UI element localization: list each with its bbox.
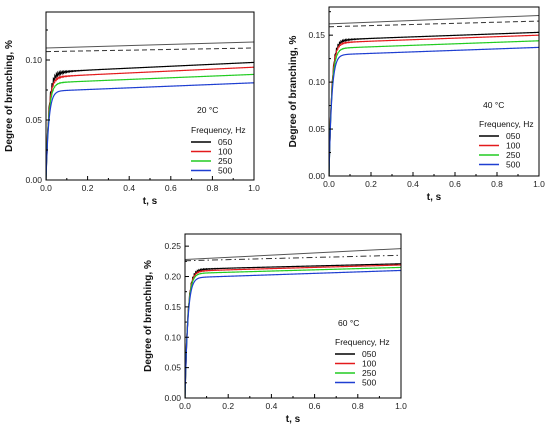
- x-tick-label: 0.2: [365, 179, 377, 189]
- temperature-annotation: 40 °C: [483, 100, 504, 110]
- legend-title: Frequency, Hz: [191, 125, 246, 135]
- x-tick-label: 0.6: [449, 179, 461, 189]
- x-tick-label: 0.0: [40, 183, 52, 193]
- x-axis-label: t, s: [143, 196, 158, 207]
- legend-label-050: 050: [362, 349, 376, 359]
- reference-line-solid: [46, 41, 254, 49]
- y-axis-label: Degree of branching, %: [143, 260, 154, 372]
- legend-label-250: 250: [362, 368, 376, 378]
- x-tick-label: 0.8: [206, 183, 218, 193]
- series-line-100: [185, 264, 401, 398]
- series-line-500: [329, 46, 539, 176]
- series-line-100: [46, 66, 254, 180]
- x-tick-label: 0.0: [179, 401, 191, 411]
- y-tick-label: 0.25: [164, 241, 181, 251]
- y-tick-label: 0.20: [164, 272, 181, 282]
- series-line-050: [329, 31, 539, 176]
- series-line-250: [46, 73, 254, 180]
- x-axis-label: t, s: [286, 414, 301, 425]
- y-tick-label: 0.15: [164, 302, 181, 312]
- legend-label-250: 250: [218, 156, 232, 166]
- series-line-050: [185, 263, 401, 398]
- x-tick-label: 0.4: [407, 179, 419, 189]
- y-tick-label: 0.10: [308, 77, 325, 87]
- x-tick-label: 1.0: [395, 401, 407, 411]
- chart-panel-60c: 0.0 0.2 0.4 0.6 0.8 1.0 0.00 0.05 0.10 0.15 0.20 0.…: [143, 233, 407, 425]
- series-line-100: [329, 34, 539, 176]
- legend-label-500: 500: [506, 160, 520, 170]
- series-line-500: [185, 269, 401, 398]
- legend-title: Frequency, Hz: [479, 119, 534, 129]
- legend-label-250: 250: [506, 150, 520, 160]
- temperature-annotation: 20 °C: [197, 105, 218, 115]
- y-tick-label: 0.00: [164, 393, 181, 403]
- x-tick-label: 0.8: [491, 179, 503, 189]
- legend-label-050: 050: [506, 131, 520, 141]
- x-tick-label: 0.4: [123, 183, 135, 193]
- x-tick-label: 1.0: [248, 183, 260, 193]
- x-tick-label: 0.2: [82, 183, 94, 193]
- y-tick-label: 0.10: [164, 332, 181, 342]
- x-axis-label: t, s: [427, 192, 442, 203]
- x-tick-label: 0.2: [222, 401, 234, 411]
- y-tick-label: 0.15: [308, 30, 325, 40]
- y-tick-label: 0.05: [308, 124, 325, 134]
- y-tick-label: 0.00: [308, 171, 325, 181]
- x-tick-label: 0.6: [165, 183, 177, 193]
- legend-label-100: 100: [362, 359, 376, 369]
- series-line-500: [46, 82, 254, 180]
- chart-panel-20c: 0.0 0.2 0.4 0.6 0.8 1.0 0.00 0.05 0.10 t, s Degree…: [4, 11, 260, 207]
- x-tick-label: 0.6: [309, 401, 321, 411]
- legend-label-500: 500: [218, 166, 232, 176]
- y-tick-label: 0.05: [164, 363, 181, 373]
- x-tick-label: 0.8: [352, 401, 364, 411]
- series-line-250: [185, 266, 401, 398]
- chart-panel-40c: 0.0 0.2 0.4 0.6 0.8 1.0 0.00 0.05 0.10 0.15 t, s De…: [288, 6, 545, 203]
- reference-line-solid: [185, 248, 401, 261]
- reference-line-dashed: [329, 20, 539, 28]
- temperature-annotation: 60 °C: [338, 318, 359, 328]
- legend-label-500: 500: [362, 378, 376, 388]
- reference-line-solid: [329, 14, 539, 25]
- x-tick-label: 0.0: [323, 179, 335, 189]
- y-tick-label: 0.00: [25, 175, 42, 185]
- legend-label-100: 100: [218, 147, 232, 157]
- reference-line-dashed: [46, 47, 254, 53]
- y-axis-label: Degree of branching, %: [288, 36, 299, 148]
- legend-label-100: 100: [506, 141, 520, 151]
- y-axis-label: Degree of branching, %: [4, 40, 15, 152]
- series-line-250: [329, 40, 539, 176]
- reference-line-dashdot: [185, 254, 401, 262]
- x-tick-label: 1.0: [533, 179, 545, 189]
- series-line-050: [46, 61, 254, 180]
- legend-title: Frequency, Hz: [335, 337, 390, 347]
- legend-label-050: 050: [218, 137, 232, 147]
- x-tick-label: 0.4: [265, 401, 277, 411]
- y-tick-label: 0.10: [25, 55, 42, 65]
- y-tick-label: 0.05: [25, 115, 42, 125]
